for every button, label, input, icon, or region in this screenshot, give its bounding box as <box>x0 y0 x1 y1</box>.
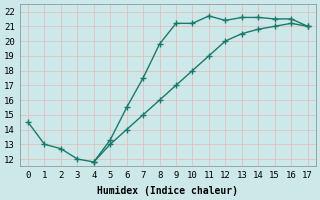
X-axis label: Humidex (Indice chaleur): Humidex (Indice chaleur) <box>97 186 238 196</box>
